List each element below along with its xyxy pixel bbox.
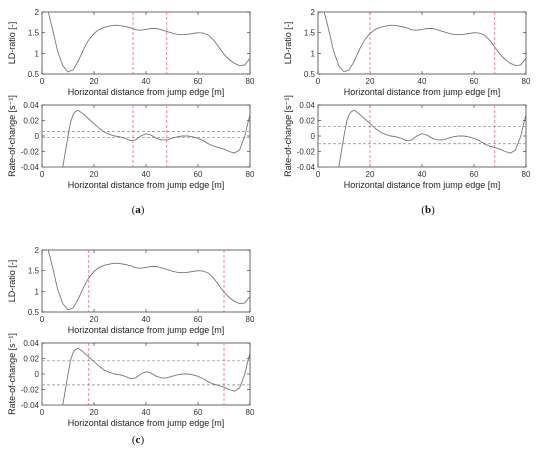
y-tick-label: 0.02	[299, 117, 315, 126]
x-tick-label: 60	[194, 408, 203, 417]
y-tick-label: 1.5	[28, 29, 40, 38]
x-tick-label: 80	[246, 77, 255, 86]
x-tick-label: 20	[366, 170, 375, 179]
x-tick-label: 0	[40, 315, 45, 324]
y-tick-label: 0.5	[304, 70, 316, 79]
series-line	[323, 12, 526, 73]
x-tick-label: 40	[418, 77, 427, 86]
x-tick-label: 80	[246, 408, 255, 417]
x-tick-label: 0	[316, 170, 321, 179]
series-line	[318, 109, 526, 167]
y-tick-label: -0.02	[21, 148, 40, 157]
y-tick-label: 1	[35, 49, 40, 58]
x-axis-label: Horizontal distance from jump edge [m]	[344, 87, 501, 97]
x-tick-label: 40	[142, 170, 151, 179]
x-tick-label: 20	[90, 408, 99, 417]
x-tick-label: 40	[142, 408, 151, 417]
x-tick-label: 80	[246, 315, 255, 324]
x-tick-label: 0	[40, 408, 45, 417]
x-tick-label: 0	[40, 77, 45, 86]
y-tick-label: 0.5	[28, 308, 40, 317]
x-tick-label: 40	[142, 77, 151, 86]
x-tick-label: 80	[246, 170, 255, 179]
y-tick-label: 1	[311, 49, 316, 58]
x-axis-label: Horizontal distance from jump edge [m]	[68, 180, 225, 190]
y-tick-label: -0.04	[21, 401, 40, 410]
x-tick-label: 40	[418, 170, 427, 179]
plot-frame	[41, 11, 251, 75]
y-tick-label: -0.02	[21, 386, 40, 395]
y-tick-label: -0.04	[21, 163, 40, 172]
y-axis-label: LD-ratio [-]	[7, 260, 17, 303]
y-tick-label: -0.04	[297, 163, 316, 172]
y-tick-label: 0	[35, 132, 40, 141]
x-axis-label: Horizontal distance from jump edge [m]	[68, 418, 225, 428]
x-tick-label: 20	[90, 170, 99, 179]
plot-frame	[41, 249, 251, 313]
y-tick-label: 0	[35, 370, 40, 379]
y-tick-label: 2	[35, 246, 40, 255]
x-axis-label: Horizontal distance from jump edge [m]	[344, 180, 501, 190]
y-tick-label: 2	[311, 8, 316, 17]
y-tick-label: 1.5	[28, 267, 40, 276]
x-tick-label: 20	[90, 77, 99, 86]
x-tick-label: 60	[194, 77, 203, 86]
x-tick-label: 80	[522, 77, 531, 86]
series-line	[42, 109, 250, 167]
y-axis-label: LD-ratio [-]	[7, 22, 17, 65]
x-tick-label: 60	[470, 77, 479, 86]
y-tick-label: 0.02	[23, 117, 39, 126]
x-axis-label: Horizontal distance from jump edge [m]	[68, 325, 225, 335]
y-tick-label: 0.04	[23, 101, 39, 110]
series-line	[47, 12, 250, 73]
y-axis-label: Rate-of-change [s⁻¹]	[283, 95, 293, 177]
y-axis-label: Rate-of-change [s⁻¹]	[7, 333, 17, 415]
y-tick-label: 0.5	[28, 70, 40, 79]
x-tick-label: 60	[194, 315, 203, 324]
x-tick-label: 0	[316, 77, 321, 86]
y-tick-label: -0.02	[297, 148, 316, 157]
series-line	[47, 250, 250, 311]
panel-caption: (a)	[132, 204, 145, 216]
y-axis-label: Rate-of-change [s⁻¹]	[7, 95, 17, 177]
y-tick-label: 1	[35, 287, 40, 296]
x-tick-label: 0	[40, 170, 45, 179]
y-tick-label: 2	[35, 8, 40, 17]
x-tick-label: 60	[194, 170, 203, 179]
y-axis-label: LD-ratio [-]	[283, 22, 293, 65]
x-tick-label: 40	[142, 315, 151, 324]
panel-caption: (c)	[132, 434, 145, 446]
y-tick-label: 1.5	[304, 29, 316, 38]
y-tick-label: 0.04	[23, 339, 39, 348]
x-axis-label: Horizontal distance from jump edge [m]	[68, 87, 225, 97]
y-tick-label: 0.04	[299, 101, 315, 110]
x-tick-label: 80	[522, 170, 531, 179]
panel-caption: (b)	[421, 204, 435, 216]
series-line	[42, 347, 250, 405]
y-tick-label: 0	[311, 132, 316, 141]
y-tick-label: 0.02	[23, 355, 39, 364]
x-tick-label: 20	[366, 77, 375, 86]
x-tick-label: 60	[470, 170, 479, 179]
x-tick-label: 20	[90, 315, 99, 324]
